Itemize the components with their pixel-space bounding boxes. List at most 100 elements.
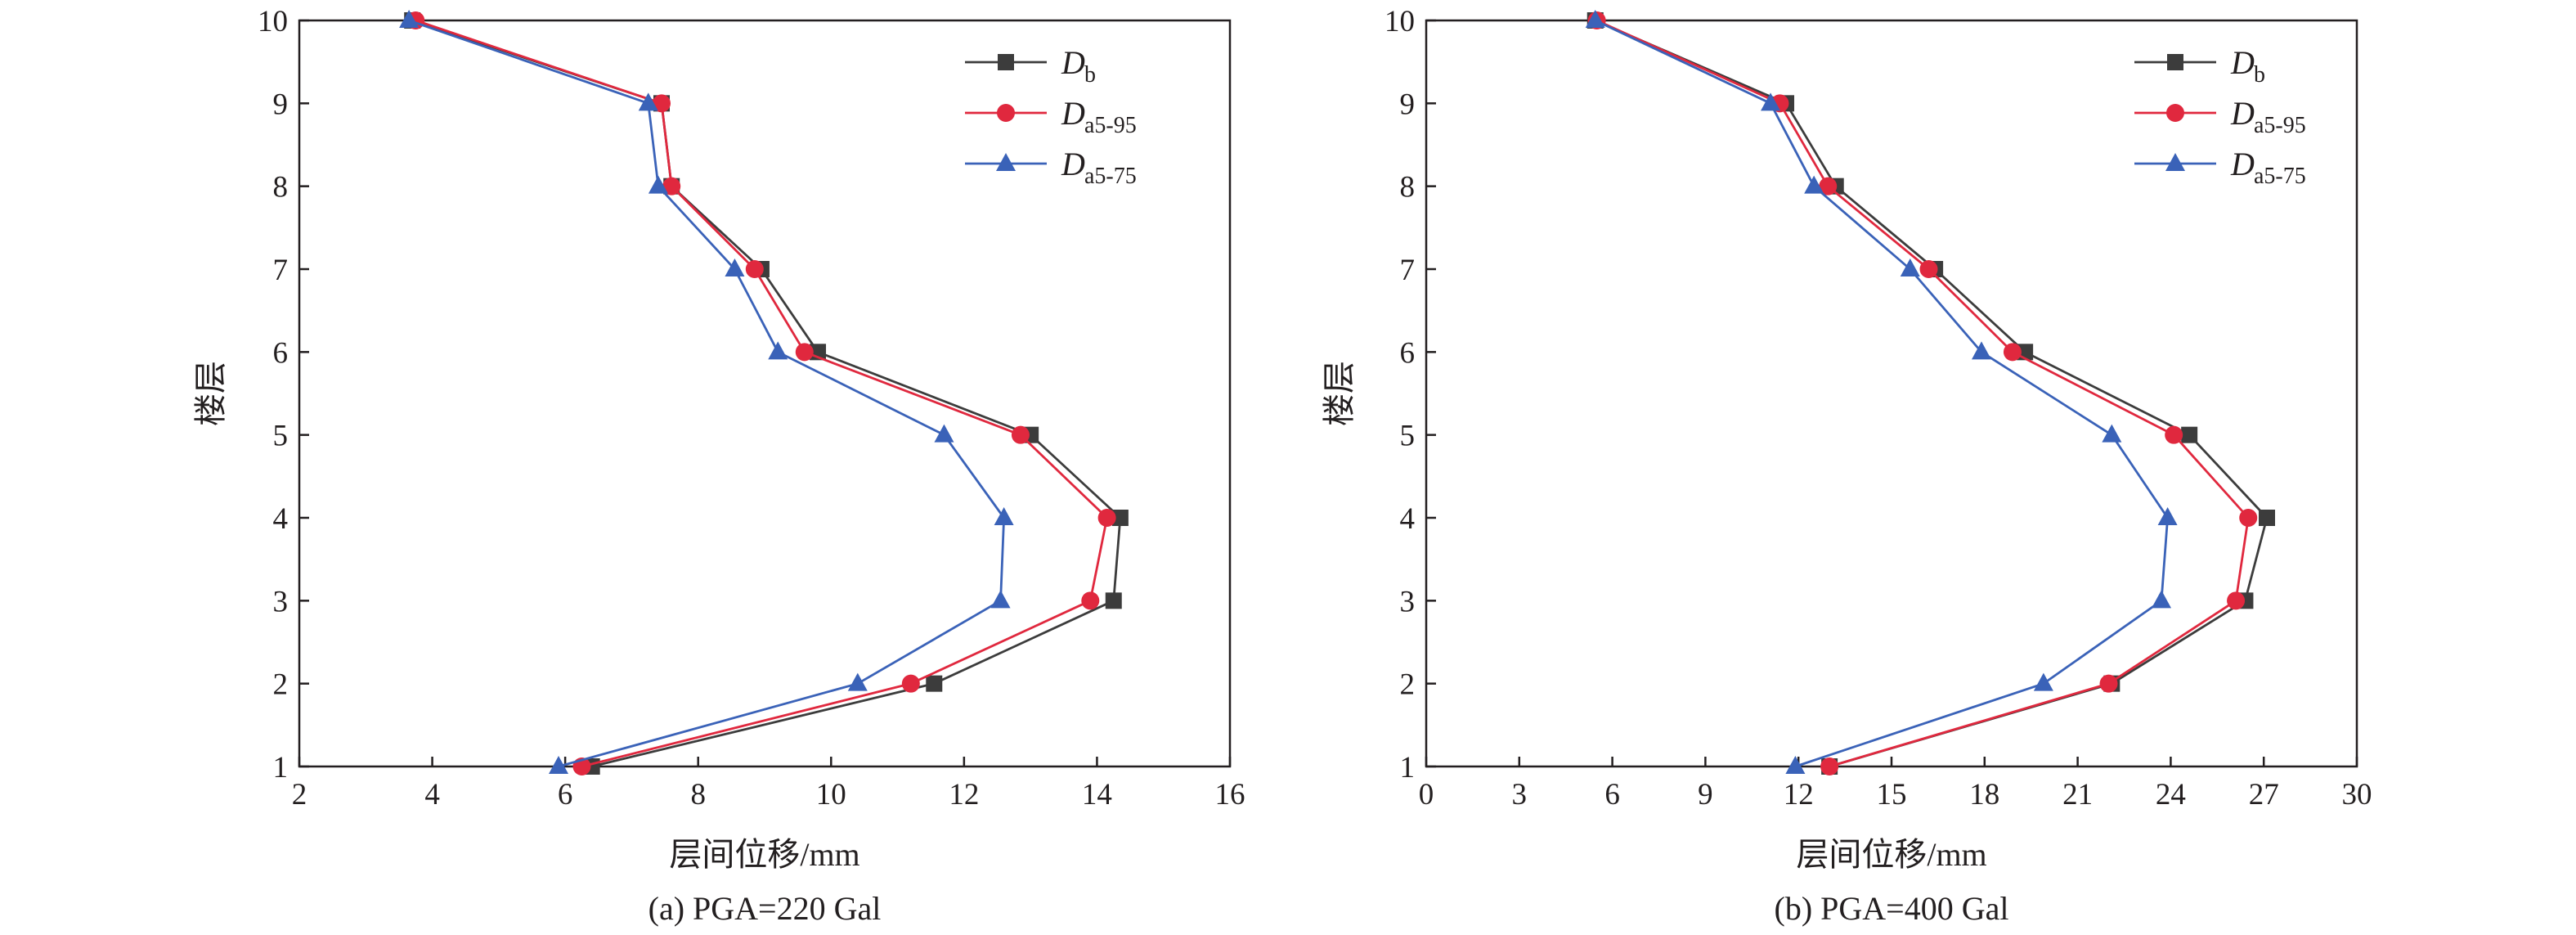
legend-marker bbox=[2165, 153, 2185, 171]
data-point bbox=[2152, 590, 2172, 609]
data-point bbox=[1585, 10, 1605, 28]
data-point bbox=[2157, 507, 2178, 525]
series-da5-75 bbox=[1585, 10, 2178, 774]
x-tick-label: 16 bbox=[1215, 778, 1245, 811]
data-point bbox=[1804, 175, 1824, 194]
x-tick-label: 10 bbox=[816, 778, 846, 811]
data-point bbox=[2258, 510, 2275, 526]
y-tick-label: 3 bbox=[273, 585, 289, 618]
y-tick-label: 5 bbox=[1400, 420, 1416, 453]
series-db bbox=[404, 12, 1129, 775]
legend-subscript: b bbox=[1084, 62, 1096, 88]
y-axis-title: 楼层 bbox=[1321, 361, 1358, 426]
x-tick-label: 3 bbox=[1512, 778, 1528, 811]
x-tick-label: 2 bbox=[292, 778, 307, 811]
x-axis-title: 层间位移/mm bbox=[669, 836, 859, 873]
x-tick-label: 18 bbox=[1969, 778, 1999, 811]
data-point bbox=[795, 343, 814, 362]
data-point bbox=[1105, 592, 1122, 609]
plot-frame bbox=[1425, 19, 2358, 768]
legend-label: D bbox=[2230, 146, 2255, 182]
data-point bbox=[2033, 672, 2053, 691]
data-point bbox=[2102, 424, 2122, 443]
x-tick-label: 15 bbox=[1877, 778, 1907, 811]
data-point bbox=[1761, 92, 1781, 111]
x-tick-label: 0 bbox=[1419, 778, 1434, 811]
data-point bbox=[990, 590, 1011, 609]
y-tick-label: 6 bbox=[1400, 336, 1416, 370]
x-tick-label: 21 bbox=[2062, 778, 2093, 811]
series-da5-95 bbox=[1587, 11, 2258, 775]
data-point bbox=[1819, 177, 1838, 196]
y-tick-label: 6 bbox=[273, 336, 289, 370]
x-tick-label: 9 bbox=[1698, 778, 1713, 811]
legend-subscript: b bbox=[2254, 62, 2265, 88]
x-tick-label: 24 bbox=[2156, 778, 2186, 811]
data-point bbox=[768, 341, 788, 360]
legend-subscript: a5-75 bbox=[2254, 164, 2306, 189]
y-tick-label: 4 bbox=[273, 502, 289, 536]
x-tick-label: 27 bbox=[2249, 778, 2279, 811]
y-tick-label: 7 bbox=[1400, 254, 1416, 287]
x-tick-label: 6 bbox=[558, 778, 573, 811]
data-point bbox=[745, 260, 764, 278]
data-point bbox=[847, 672, 868, 691]
data-point bbox=[725, 258, 745, 276]
y-tick-label: 7 bbox=[273, 254, 289, 287]
data-point bbox=[399, 10, 420, 28]
data-point bbox=[1081, 591, 1100, 610]
y-tick-label: 1 bbox=[273, 751, 289, 784]
x-axis-title: 层间位移/mm bbox=[1796, 836, 1986, 873]
data-point bbox=[2239, 509, 2258, 527]
data-point bbox=[1900, 258, 1920, 276]
y-tick-label: 8 bbox=[273, 171, 289, 205]
data-point bbox=[2003, 343, 2022, 362]
y-tick-label: 10 bbox=[1384, 5, 1415, 38]
legend-label: D bbox=[1061, 44, 1085, 81]
data-point bbox=[934, 424, 954, 443]
x-tick-label: 12 bbox=[949, 778, 979, 811]
legend-label: D bbox=[1061, 95, 1085, 132]
x-tick-label: 8 bbox=[690, 778, 706, 811]
x-tick-label: 6 bbox=[1604, 778, 1620, 811]
x-tick-label: 12 bbox=[1784, 778, 1814, 811]
series-da5-75 bbox=[399, 10, 1014, 774]
data-point bbox=[662, 177, 681, 196]
data-point bbox=[549, 756, 569, 774]
legend-label: D bbox=[2230, 44, 2255, 81]
y-tick-label: 5 bbox=[273, 420, 289, 453]
data-point bbox=[1785, 756, 1806, 774]
y-tick-label: 4 bbox=[1400, 502, 1416, 536]
legend-marker bbox=[997, 104, 1015, 122]
series-line bbox=[1596, 19, 2250, 768]
data-point bbox=[1820, 757, 1839, 775]
chart-caption: (b) PGA=400 Gal bbox=[1775, 890, 2009, 927]
legend-subscript: a5-75 bbox=[1084, 164, 1137, 189]
x-tick-label: 14 bbox=[1082, 778, 1112, 811]
y-tick-label: 1 bbox=[1400, 751, 1416, 784]
data-point bbox=[901, 674, 920, 693]
data-point bbox=[1111, 510, 1129, 526]
legend-marker bbox=[998, 54, 1014, 70]
legend-subscript: a5-95 bbox=[1084, 113, 1137, 138]
legend-label: D bbox=[1061, 146, 1085, 182]
x-tick-label: 4 bbox=[424, 778, 440, 811]
y-tick-label: 9 bbox=[273, 88, 289, 121]
data-point bbox=[926, 675, 943, 692]
series-line bbox=[415, 19, 1109, 768]
y-tick-label: 10 bbox=[258, 5, 288, 38]
series-line bbox=[408, 19, 1006, 768]
legend-subscript: a5-95 bbox=[2254, 113, 2306, 138]
chart-caption: (a) PGA=220 Gal bbox=[648, 890, 882, 927]
legend-marker bbox=[996, 153, 1016, 171]
y-tick-label: 3 bbox=[1400, 585, 1416, 618]
y-tick-label: 8 bbox=[1400, 171, 1416, 205]
